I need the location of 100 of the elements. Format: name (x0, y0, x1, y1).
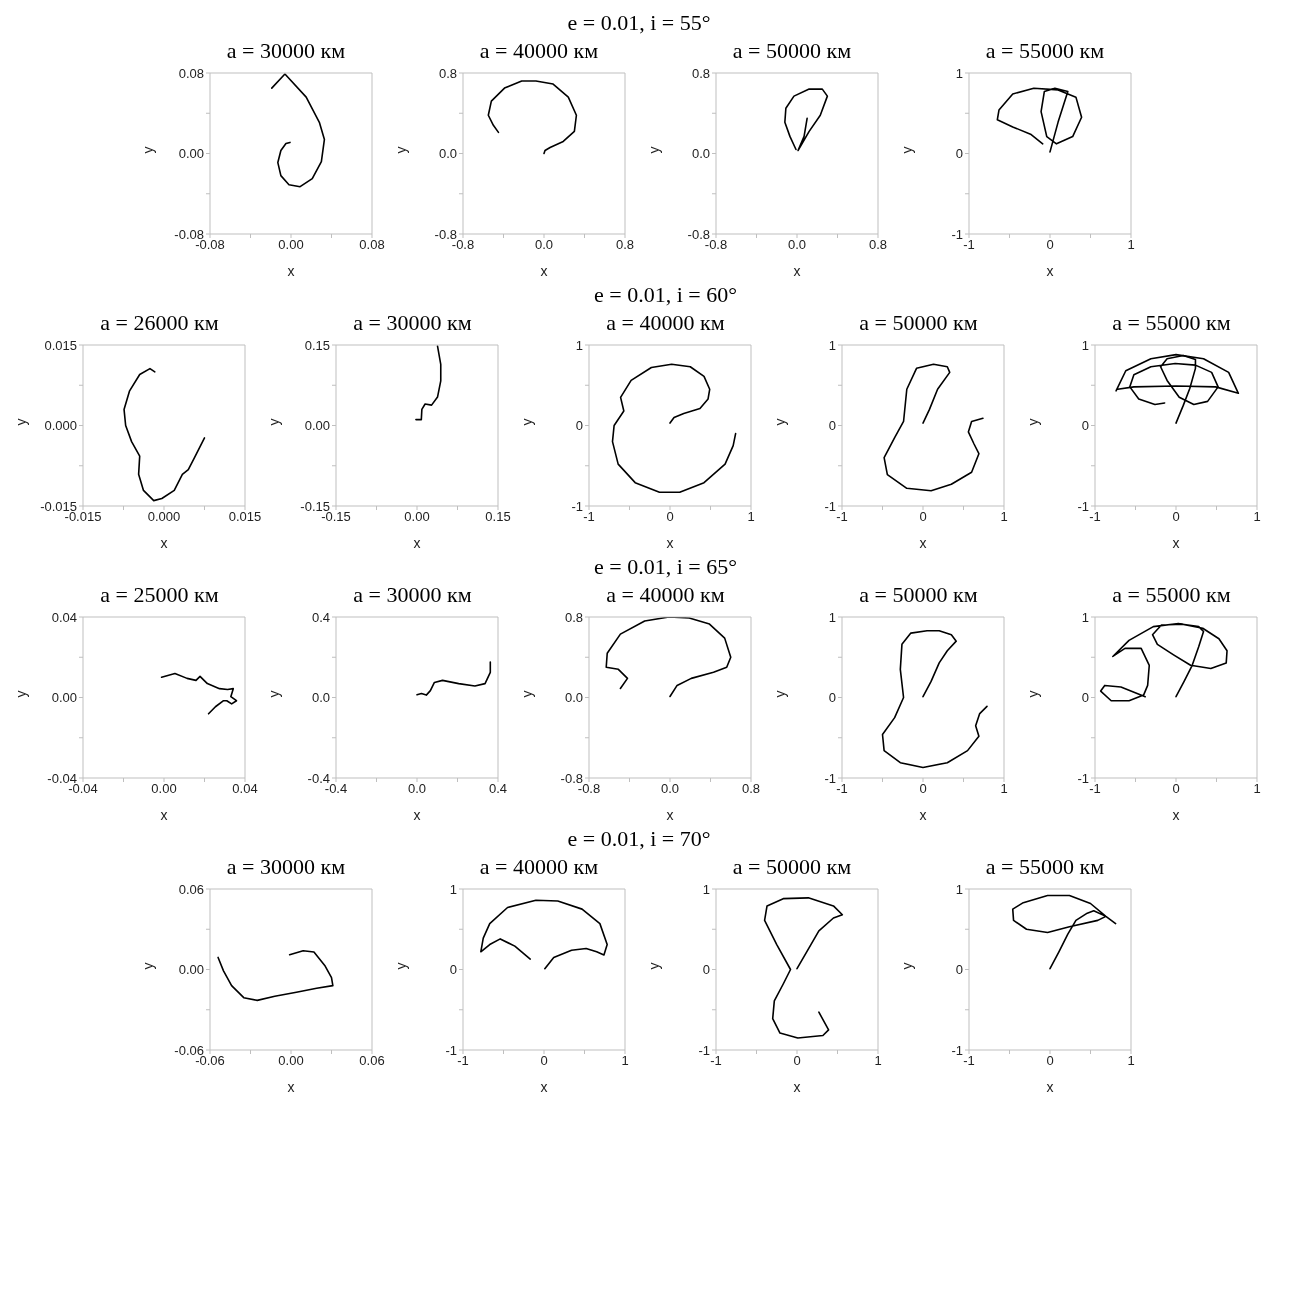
y-axis-title: y (1024, 690, 1041, 698)
y-axis-title: y (645, 146, 662, 154)
x-axis-title: x (919, 535, 927, 551)
y-tick-label: 1 (1081, 609, 1089, 625)
x-tick-label: 0.08 (358, 237, 385, 253)
x-tick-label: 0.00 (277, 237, 304, 253)
y-axis-title: y (898, 962, 915, 970)
x-tick-label: 1 (747, 509, 755, 525)
y-tick-label: -1 (697, 1042, 710, 1058)
chart-title: a = 55000 км (984, 854, 1105, 880)
line-series (415, 345, 442, 421)
line-series (763, 897, 843, 1039)
x-axis-title: x (1046, 263, 1053, 279)
y-tick-label: 0.08 (178, 65, 204, 81)
y-tick-label: 0.015 (44, 337, 77, 353)
y-tick-label: 0.0 (438, 146, 457, 162)
y-tick-label: -1 (444, 1042, 457, 1058)
x-tick-label: 1 (1253, 509, 1261, 525)
y-tick-label: 0 (828, 418, 836, 434)
y-axis-title: y (518, 418, 535, 426)
x-axis-title: x (1172, 535, 1180, 551)
x-tick-label: 0 (792, 1053, 801, 1069)
x-axis-title: x (160, 535, 168, 551)
x-tick-label: 0 (666, 509, 674, 525)
y-tick-label: 0 (1081, 690, 1089, 706)
x-axis-title: x (540, 1079, 547, 1095)
y-tick-label: 0 (828, 690, 836, 706)
y-tick-label: 0.15 (304, 337, 330, 353)
line-series (487, 80, 577, 155)
chart-title: a = 55000 км (1111, 310, 1231, 336)
chart-title: a = 50000 км (731, 38, 852, 64)
line-series (216, 949, 334, 1002)
x-tick-label: 0.0 (660, 781, 680, 797)
chart-title: a = 30000 км (225, 854, 346, 880)
y-tick-label: 0.00 (178, 962, 204, 978)
x-axis-title: x (793, 263, 800, 279)
x-tick-label: 0.8 (741, 781, 761, 797)
x-tick-label: 0 (919, 509, 927, 525)
y-tick-label: -0.8 (687, 226, 710, 242)
x-tick-label: 0.000 (147, 509, 181, 525)
x-axis-title: x (793, 1079, 800, 1095)
y-tick-label: 0 (955, 146, 963, 162)
chart-title: a = 30000 км (352, 310, 472, 336)
y-tick-label: -1 (571, 498, 583, 514)
y-tick-label: 1 (449, 881, 457, 897)
y-tick-label: 0.8 (691, 65, 710, 81)
y-tick-label: -1 (824, 498, 836, 514)
x-tick-label: 0.0 (534, 237, 553, 253)
x-tick-label: 0 (539, 1053, 548, 1069)
y-axis-title: y (392, 146, 409, 154)
y-tick-label: 0.4 (311, 609, 330, 625)
y-tick-label: 0 (1081, 418, 1089, 434)
x-tick-label: 0.8 (868, 237, 887, 253)
y-tick-label: 1 (575, 337, 583, 353)
x-tick-label: 1 (1126, 237, 1135, 253)
y-tick-label: 0 (702, 962, 710, 978)
x-tick-label: 1 (1253, 781, 1261, 797)
y-tick-label: 0 (449, 962, 457, 978)
chart-title: a = 26000 км (99, 310, 219, 336)
y-tick-label: -0.8 (560, 770, 583, 786)
x-axis-title: x (413, 535, 421, 551)
y-axis-title: y (12, 418, 29, 426)
chart-title: a = 30000 км (352, 582, 472, 608)
y-tick-label: 0.00 (178, 146, 204, 162)
y-tick-label: 0.04 (51, 609, 77, 625)
chart-title: a = 40000 км (478, 854, 599, 880)
chart-title: a = 40000 км (478, 38, 599, 64)
x-tick-label: 0.15 (485, 509, 511, 525)
y-axis-title: y (898, 146, 915, 154)
y-axis-title: y (12, 690, 29, 698)
y-tick-label: -1 (824, 770, 836, 786)
y-tick-label: 0.0 (564, 690, 583, 706)
y-axis-title: y (771, 418, 788, 426)
x-tick-label: 0.06 (358, 1053, 385, 1069)
y-tick-label: 1 (702, 881, 710, 897)
y-axis-title: y (139, 962, 156, 970)
chart-title: a = 50000 км (858, 582, 978, 608)
chart-title: a = 40000 км (605, 310, 725, 336)
line-series (883, 363, 984, 492)
y-axis-title: y (265, 690, 282, 698)
x-axis-title: x (1046, 1079, 1053, 1095)
x-tick-label: 1 (873, 1053, 882, 1069)
x-tick-label: 0.00 (151, 781, 177, 797)
x-axis-title: x (160, 807, 168, 823)
chart-subtitle: e = 0.01, i = 60° (593, 281, 737, 309)
line-series (479, 899, 608, 970)
chart-title: a = 25000 км (99, 582, 219, 608)
y-tick-label: 0 (955, 962, 963, 978)
x-tick-label: 0.0 (787, 237, 806, 253)
line-series (1099, 622, 1228, 702)
y-tick-label: 0.00 (304, 418, 330, 434)
x-tick-label: 0.00 (404, 509, 430, 525)
chart-subtitle: e = 0.01, i = 55° (566, 9, 711, 37)
x-axis-title: x (666, 807, 674, 823)
line-series (270, 73, 325, 188)
y-tick-label: -1 (950, 1042, 963, 1058)
line-series (881, 629, 988, 769)
x-axis-title: x (287, 263, 294, 279)
x-tick-label: 1 (1000, 781, 1008, 797)
y-tick-label: 1 (828, 337, 836, 353)
